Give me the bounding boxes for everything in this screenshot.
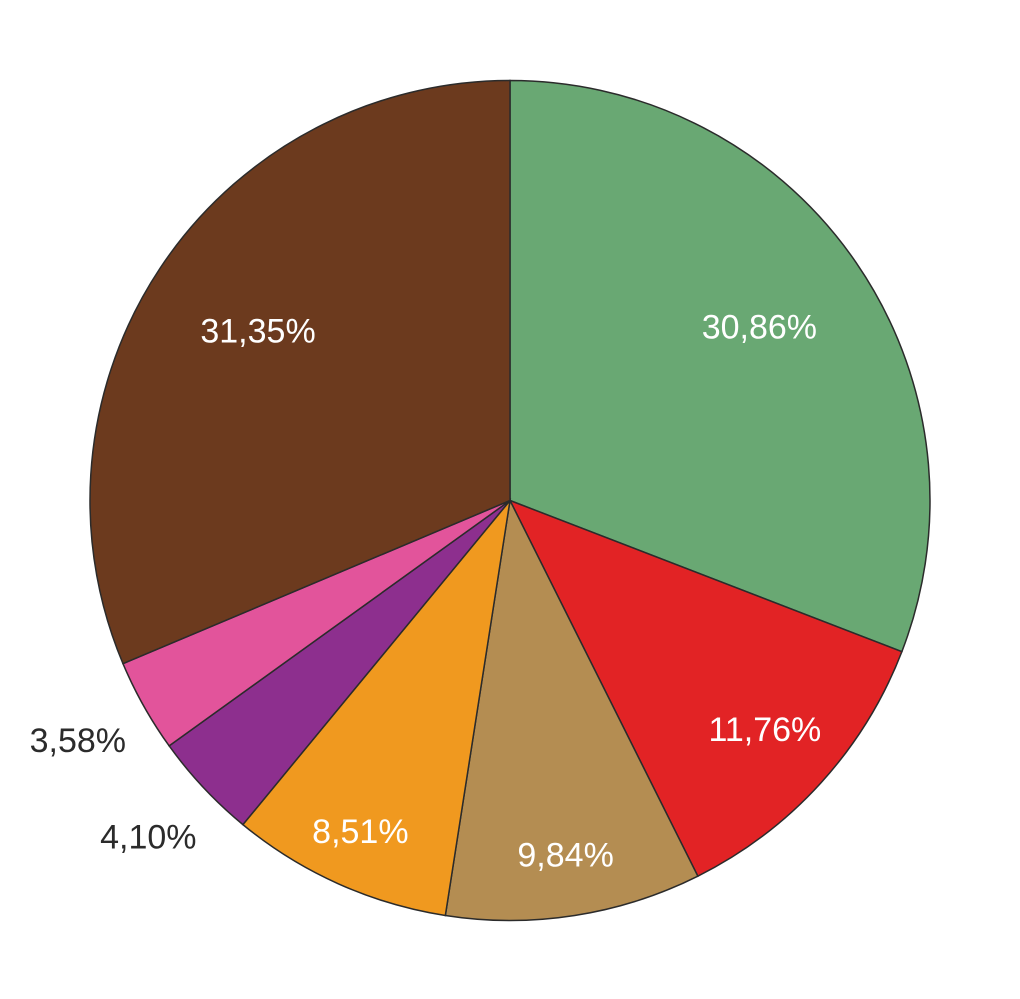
pie-chart-svg: 30,86% 11,76% 9,84% 8,51% 4,10% 3,58% 31,35% [0,0,1020,999]
pie-slice-label: 11,76% [708,711,821,749]
pie-slice-label: 9,84% [517,836,613,874]
pie-slice-label: 8,51% [312,812,408,850]
pie-chart-container: 30,86% 11,76% 9,84% 8,51% 4,10% 3,58% 31,35% [0,0,1020,999]
pie-slice-label: 3,58% [30,722,126,760]
pie-slice-label: 30,86% [702,308,817,346]
pie-slice-label: 4,10% [100,818,196,856]
pie-slice-label: 31,35% [200,312,315,350]
